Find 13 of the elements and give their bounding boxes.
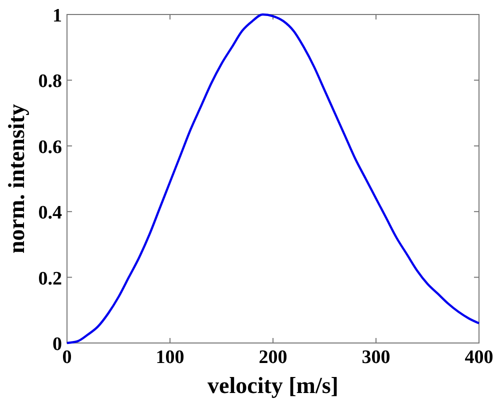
x-tick-label: 100 — [156, 347, 184, 368]
x-tick-label: 400 — [464, 347, 494, 368]
y-axis-title: norm. intensity — [4, 104, 29, 254]
y-tick-label: 0.8 — [38, 71, 62, 92]
x-axis-title: velocity [m/s] — [208, 373, 338, 398]
y-tick-label: 1 — [52, 6, 62, 26]
y-tick-label: 0.6 — [38, 136, 62, 158]
y-tick-label: 0.4 — [38, 202, 62, 224]
x-tick-label: 200 — [258, 347, 288, 368]
line-series — [66, 13, 480, 344]
y-tick-label: 0 — [52, 334, 62, 355]
x-tick-label: 300 — [362, 347, 390, 368]
y-tick-label: 0.2 — [38, 268, 62, 290]
